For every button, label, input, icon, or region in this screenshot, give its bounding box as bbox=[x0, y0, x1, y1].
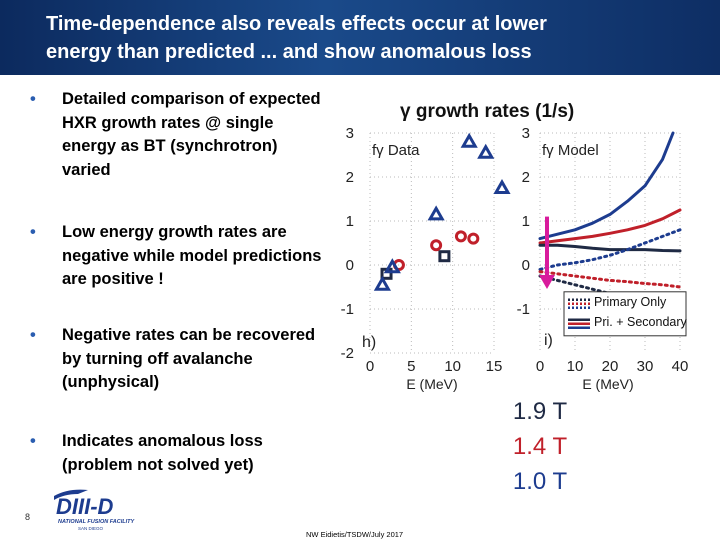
panel-label: i) bbox=[544, 332, 553, 349]
x-tick-label: 5 bbox=[407, 358, 415, 375]
model-line-pri-secondary bbox=[538, 131, 675, 241]
panel-label: h) bbox=[362, 334, 376, 351]
y-tick-label: -2 bbox=[341, 345, 354, 362]
x-tick-label: 30 bbox=[637, 358, 654, 375]
model-line-primary-only bbox=[538, 228, 682, 271]
y-tick-label: 0 bbox=[522, 257, 530, 274]
x-tick-label: 10 bbox=[567, 358, 584, 375]
logo-swoosh-icon bbox=[54, 489, 88, 500]
model-line-pri-secondary bbox=[538, 208, 682, 245]
bullet-text: Low energy growth rates are negative whi… bbox=[62, 223, 322, 288]
data-point-circle bbox=[454, 230, 467, 243]
model-line-primary-only bbox=[538, 270, 682, 289]
bullet-marker: • bbox=[30, 223, 36, 241]
field-label: 1.9 T bbox=[512, 398, 568, 425]
data-point-square bbox=[438, 250, 451, 263]
x-tick-label: 0 bbox=[366, 358, 374, 375]
field-label: 1.0 T bbox=[512, 468, 568, 495]
x-axis-label: E (MeV) bbox=[582, 376, 633, 392]
y-tick-label: 3 bbox=[346, 125, 354, 142]
y-tick-label: 2 bbox=[522, 169, 530, 186]
field-label: 1.4 T bbox=[512, 433, 568, 460]
bullet-text: Indicates anomalous loss (problem not so… bbox=[62, 432, 263, 474]
bullet-text: Detailed comparison of expected HXR grow… bbox=[62, 90, 321, 179]
y-tick-label: -1 bbox=[341, 301, 354, 318]
data-point-triangle bbox=[460, 132, 478, 148]
x-tick-label: 0 bbox=[536, 358, 544, 375]
slide-title-line-1: Time-dependence also reveals effects occ… bbox=[46, 13, 547, 35]
y-tick-label: 0 bbox=[346, 257, 354, 274]
data-point-circle bbox=[430, 239, 443, 252]
data-point-triangle bbox=[383, 258, 401, 274]
y-tick-label: 3 bbox=[522, 125, 530, 142]
data-point-triangle bbox=[373, 275, 391, 291]
bullet-marker: • bbox=[30, 432, 36, 450]
x-tick-label: 40 bbox=[672, 358, 689, 375]
page-number: 8 bbox=[25, 512, 31, 522]
y-tick-label: 2 bbox=[346, 169, 354, 186]
legend-label: Primary Only bbox=[594, 295, 667, 309]
logo-subtext-2: SAN DIEGO bbox=[78, 526, 104, 531]
x-tick-label: 10 bbox=[444, 358, 461, 375]
title-bar: Time-dependence also reveals effects occ… bbox=[0, 0, 720, 75]
logo-subtext: NATIONAL FUSION FACILITY bbox=[58, 519, 136, 525]
legend-label: Pri. + Secondary bbox=[594, 315, 688, 329]
logo-text: DIII-D bbox=[56, 494, 114, 519]
panel-annotation: fγ Data bbox=[372, 142, 420, 159]
arrow-down-icon bbox=[539, 275, 555, 289]
panel-annotation: fγ Model bbox=[542, 142, 599, 159]
diii-d-logo: DIII-D NATIONAL FUSION FACILITY SAN DIEG… bbox=[54, 489, 136, 531]
chart-legend: Primary Only Pri. + Secondary bbox=[563, 291, 688, 337]
bullet-marker: • bbox=[30, 90, 36, 108]
data-point-circle bbox=[467, 232, 480, 245]
x-axis-label: E (MeV) bbox=[406, 376, 457, 392]
x-tick-label: 15 bbox=[486, 358, 503, 375]
bullet-text: Negative rates can be recovered by turni… bbox=[62, 326, 316, 391]
bullet-marker: • bbox=[30, 326, 36, 344]
field-legend: 1.9 T 1.4 T 1.0 T bbox=[478, 394, 602, 499]
footer-credit: NW Eidietis/TSDW/July 2017 bbox=[306, 530, 404, 539]
y-tick-label: -1 bbox=[517, 301, 530, 318]
data-point-triangle bbox=[427, 205, 445, 221]
chart-title: γ growth rates (1/s) bbox=[400, 101, 574, 122]
y-tick-label: 1 bbox=[346, 213, 354, 230]
data-point-triangle bbox=[477, 143, 495, 159]
x-tick-label: 20 bbox=[602, 358, 619, 375]
y-tick-label: 1 bbox=[522, 213, 530, 230]
model-line-pri-secondary bbox=[538, 243, 682, 253]
slide-title-line-2: energy than predicted ... and show anoma… bbox=[46, 41, 532, 63]
data-point-triangle bbox=[493, 178, 511, 194]
